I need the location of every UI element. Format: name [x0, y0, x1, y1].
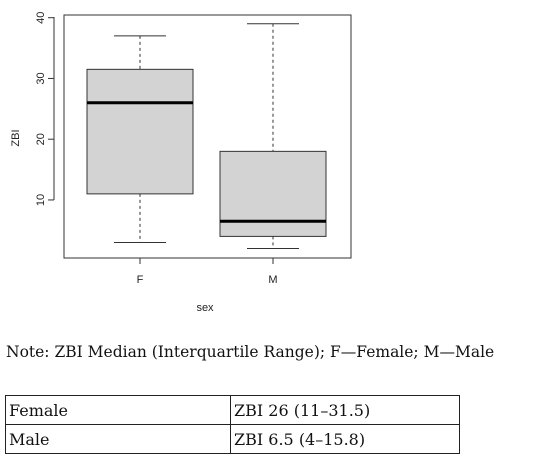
y-tick-label-10: 10	[35, 194, 47, 206]
x-axis-label: sex	[196, 302, 214, 314]
plot-frame	[63, 14, 352, 259]
row-value-female: ZBI 26 (11–31.5)	[230, 395, 460, 425]
x-tick-label-F: F	[137, 274, 144, 286]
table-row: Female ZBI 26 (11–31.5)	[5, 395, 460, 425]
y-tick-label-40: 40	[35, 12, 47, 24]
box-series	[86, 23, 327, 250]
box-M	[219, 23, 327, 250]
row-value-male: ZBI 6.5 (4–15.8)	[230, 424, 460, 454]
y-axis-label: ZBI	[10, 129, 22, 146]
y-tick-label-30: 30	[35, 72, 47, 84]
box-F	[86, 35, 194, 243]
y-tick-label-20: 20	[35, 133, 47, 145]
iqr-box	[219, 150, 327, 237]
footnote: Note: ZBI Median (Interquartile Range); …	[6, 343, 495, 361]
row-label-male: Male	[5, 424, 231, 454]
y-axis-ticks: 10 20 30 40	[35, 12, 54, 206]
summary-table: Female ZBI 26 (11–31.5) Male ZBI 6.5 (4–…	[5, 395, 460, 454]
iqr-box	[86, 68, 194, 195]
x-tick-label-M: M	[268, 274, 277, 286]
row-label-female: Female	[5, 395, 231, 425]
table-row: Male ZBI 6.5 (4–15.8)	[5, 424, 460, 454]
